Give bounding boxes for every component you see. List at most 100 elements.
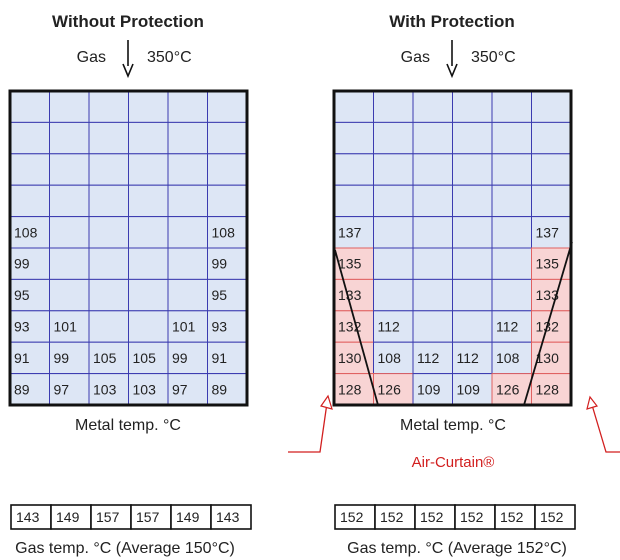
grid-cell: [49, 153, 90, 186]
grid-cell: [9, 121, 50, 155]
metal-temp-value: 109: [417, 381, 441, 397]
metal-temp-value: 126: [496, 381, 520, 397]
gas-temp-value: 152: [460, 509, 484, 525]
air-curtain-label: Air-Curtain®: [412, 454, 495, 471]
grid-cell: [88, 310, 129, 343]
grid-cell: [373, 90, 414, 123]
metal-temp-value: 97: [172, 381, 188, 397]
metal-temp-value: 99: [14, 256, 30, 272]
gas-inlet-temperature: 350°C: [471, 49, 516, 66]
metal-temp-value: 91: [212, 350, 228, 366]
gas-temp-value: 152: [540, 509, 564, 525]
air-curtain-boundary-left: [334, 249, 379, 406]
metal-temp-value: 95: [212, 287, 228, 303]
grid-cell: [88, 184, 129, 218]
gas-temp-caption: Gas temp. °C (Average 152°C): [347, 540, 567, 557]
gas-temp-cell: [534, 504, 576, 530]
grid-cell: [49, 184, 90, 218]
grid-cell: [531, 90, 572, 123]
grid-cell: [333, 121, 374, 155]
grid-cell: [333, 184, 374, 218]
grid-cell: [88, 278, 129, 312]
grid-cell: [49, 90, 90, 123]
grid-cell: [88, 341, 129, 375]
gas-temp-cell: [414, 504, 456, 530]
grid-cell: [531, 153, 572, 186]
grid-cell: [452, 90, 493, 123]
metal-temp-value: 130: [338, 350, 362, 366]
metal-temp-value: 133: [338, 287, 362, 303]
grid-cell: [491, 216, 532, 249]
grid-cell: [49, 247, 90, 280]
metal-temp-value: 93: [14, 319, 30, 335]
panel-title-with-protection: With Protection: [389, 12, 514, 31]
air-curtain-arrow-right-icon: [586, 395, 620, 453]
panel-with-protection: With Protection Gas 350°C 137 137 135 135 13…: [288, 12, 620, 557]
metal-temp-value: 108: [496, 350, 520, 366]
grid-cell: [9, 153, 50, 186]
gas-temp-cell: [494, 504, 536, 530]
grid-cell: [491, 121, 532, 155]
grid-cell: [88, 153, 129, 186]
grid-cell: [333, 153, 374, 186]
gas-temp-caption: Gas temp. °C (Average 150°C): [15, 540, 235, 557]
grid-cell: [491, 310, 532, 343]
metal-temp-value: 112: [457, 350, 480, 366]
metal-temp-value: 137: [536, 224, 560, 240]
metal-temp-value: 89: [212, 381, 228, 397]
grid-cell: [452, 373, 493, 406]
metal-temp-value: 89: [14, 381, 30, 397]
metal-temperature-grid-with-protection: 1371371351351331331321121121321301081121…: [332, 89, 573, 407]
grid-cell: [531, 278, 572, 312]
gas-temp-value: 152: [340, 509, 364, 525]
metal-temp-value: 99: [212, 256, 228, 272]
metal-temp-label: Metal temp. °C: [75, 417, 181, 434]
grid-cell: [167, 184, 208, 218]
grid-cell: [491, 153, 532, 186]
grid-cell: [49, 373, 90, 406]
grid-outline: [8, 89, 249, 407]
grid-cell: [412, 153, 453, 186]
grid-cell: [88, 216, 129, 249]
grid-cell: [373, 247, 414, 280]
grid-cell: [373, 341, 414, 375]
gas-temperature-row-with-protection: 152 152 152 152 152 152: [334, 504, 576, 530]
grid-cell: [128, 184, 169, 218]
grid-cell: [373, 121, 414, 155]
grid-cell: [531, 121, 572, 155]
metal-temp-value: 105: [93, 350, 117, 366]
gas-temp-value: 157: [136, 509, 160, 525]
grid-cell: [452, 310, 493, 343]
metal-temp-value: 93: [212, 319, 228, 335]
metal-temperature-grid-without-protection: 108 108 99 99 95 95 93 101 101 93 91 99 105 105 99 91 89…: [8, 89, 249, 407]
grid-cell: [452, 121, 493, 155]
grid-cell: [207, 153, 248, 186]
metal-temp-value: 108: [212, 224, 236, 240]
grid-cell: [207, 121, 248, 155]
grid-cell: [412, 373, 453, 406]
metal-temp-value: 128: [338, 381, 362, 397]
panel-title-without-protection: Without Protection: [52, 12, 204, 31]
metal-temp-value: 128: [536, 381, 560, 397]
metal-temp-value: 137: [338, 224, 362, 240]
grid-cell: [49, 278, 90, 312]
metal-temp-value: 112: [417, 350, 440, 366]
gas-inlet-temperature: 350°C: [147, 49, 192, 66]
metal-temp-value: 99: [172, 350, 188, 366]
grid-cell: [88, 373, 129, 406]
gas-temp-value: 152: [420, 509, 444, 525]
air-curtain-boundary-right: [523, 241, 573, 406]
gas-temp-value: 149: [176, 509, 200, 525]
grid-cell: [412, 310, 453, 343]
metal-temp-value: 112: [496, 319, 519, 335]
metal-temp-value: 108: [14, 224, 38, 240]
metal-temp-value: 135: [338, 256, 362, 272]
grid-cell: [128, 247, 169, 280]
grid-cell: [167, 216, 208, 249]
metal-temp-value: 112: [378, 319, 401, 335]
grid-cell: [373, 153, 414, 186]
grid-cell: [49, 121, 90, 155]
grid-cell: [167, 310, 208, 343]
grid-cell: [88, 247, 129, 280]
